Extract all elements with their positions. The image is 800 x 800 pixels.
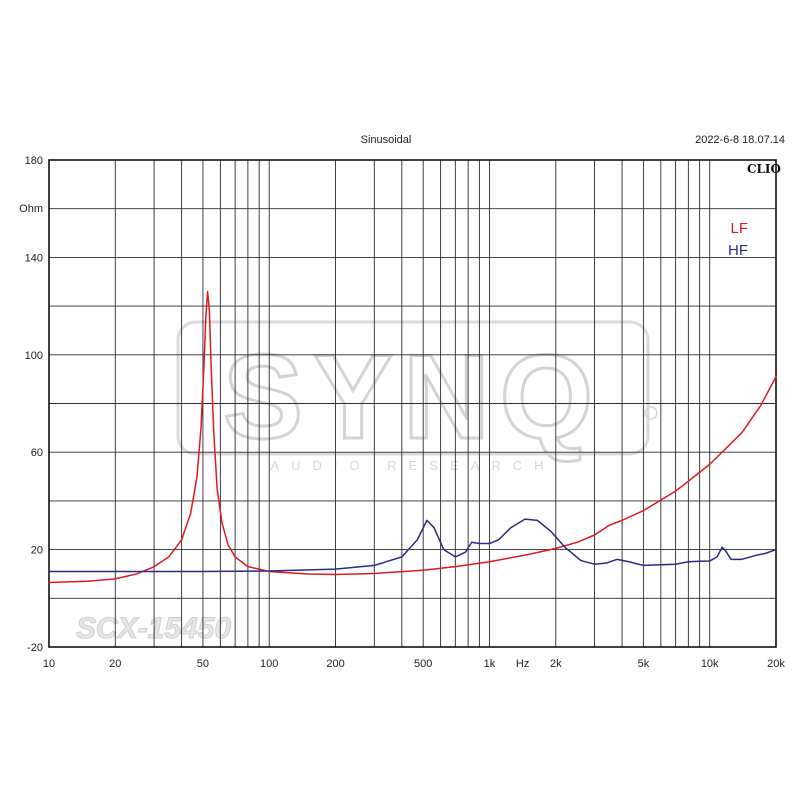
x-tick-label: 10 (43, 658, 55, 670)
x-tick-label: 500 (414, 658, 432, 670)
brand-label: CLIO (747, 162, 781, 176)
x-tick-label: 100 (260, 658, 278, 670)
chart-title: Sinusoidal (361, 134, 412, 146)
y-tick-label: 140 (25, 252, 43, 264)
x-tick-label: 20 (109, 658, 121, 670)
x-tick-label: 200 (326, 658, 344, 670)
grid (49, 160, 776, 647)
y-tick-label: 180 (25, 155, 43, 167)
series-layer (48, 290, 777, 584)
x-tick-label: 5k (638, 658, 650, 670)
legend-entry-hf: HF (728, 242, 748, 259)
y-tick-label: 100 (25, 350, 43, 362)
x-tick-label: 2k (550, 658, 562, 670)
series-line-lf (48, 290, 777, 584)
x-tick-label: 50 (197, 658, 209, 670)
series-line-hf (48, 518, 777, 573)
timestamp: 2022-6-8 18.07.14 (695, 134, 785, 146)
x-tick-label: 20k (767, 658, 785, 670)
legend: LF HF (728, 220, 748, 259)
legend-entry-lf: LF (730, 220, 748, 237)
x-tick-label: 1k (484, 658, 496, 670)
y-tick-label: 20 (31, 545, 43, 557)
watermark-logo: SYNQ AUDIO RESEARCH (176, 320, 658, 473)
plot-frame (48, 159, 777, 648)
axes: 180 140 100 60 20 -20 Ohm 10 20 50 100 200 500 1k 2k 5k… (19, 155, 785, 670)
watermark-subtitle: AUDIO RESEARCH (270, 458, 555, 473)
x-tick-label: 10k (701, 658, 719, 670)
watermark-logo-text: SYNQ (223, 330, 603, 464)
y-tick-label: 60 (31, 447, 43, 459)
y-axis-label: Ohm (19, 203, 43, 215)
x-axis-label: Hz (516, 658, 529, 670)
y-tick-label: -20 (27, 642, 43, 654)
registered-icon (644, 406, 658, 420)
